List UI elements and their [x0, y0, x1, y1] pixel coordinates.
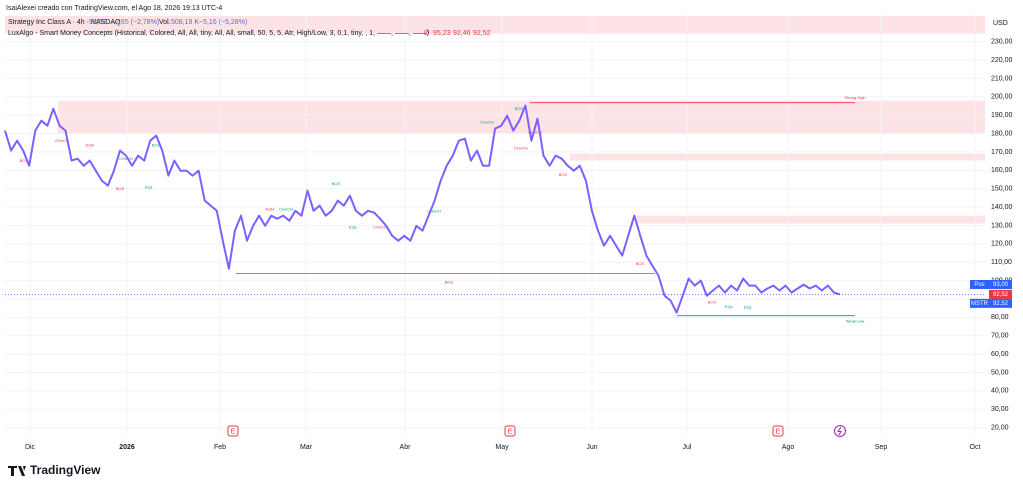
order-block: [5, 15, 985, 34]
x-tick-label: Mar: [300, 444, 313, 451]
indicator: LuxAlgo - Smart Money Concepts (Historic…: [8, 30, 429, 37]
symbol: Strategy Inc Class A · 4h · NASDAQ: [8, 19, 121, 26]
y-tick-label: 220,00: [991, 57, 1013, 64]
y-tick-label: 60,00: [991, 351, 1009, 358]
price-tag-value: 92,52: [993, 292, 1009, 298]
smc-label: BOS: [708, 300, 717, 305]
price-tag-value: 93,00: [993, 282, 1009, 288]
y-tick-label: 30,00: [991, 406, 1009, 413]
currency: USD: [993, 20, 1008, 27]
smc-label: CHoCH: [427, 209, 441, 214]
earnings-label: E: [776, 428, 781, 435]
y-tick-label: 130,00: [991, 222, 1013, 229]
price-tag-value: 92,52: [993, 301, 1009, 307]
smc-label: Strong High: [844, 95, 865, 100]
brand: TradingView: [30, 463, 101, 477]
y-tick-label: 50,00: [991, 369, 1009, 376]
x-tick-label: Abr: [400, 444, 412, 451]
smc-label: BOS: [515, 106, 524, 111]
x-tick-label: Dic: [25, 444, 36, 451]
y-tick-label: 200,00: [991, 94, 1013, 101]
earnings-icon[interactable]: [227, 425, 239, 437]
smc-label: CHoCH: [279, 207, 293, 212]
order-block: [570, 153, 985, 161]
y-tick-label: 120,00: [991, 241, 1013, 248]
y-tick-label: 170,00: [991, 149, 1013, 156]
events: E E E: [227, 425, 846, 437]
price-tag: [989, 279, 1012, 289]
smc-label: BOS: [116, 186, 125, 191]
y-tick-label: 20,00: [991, 424, 1009, 431]
y-tick-label: 70,00: [991, 333, 1009, 340]
y-tick-label: 110,00: [991, 259, 1012, 266]
earnings-icon[interactable]: [772, 425, 784, 437]
smc-label: EQH: [86, 143, 95, 148]
y-tick-label: 150,00: [991, 186, 1013, 193]
smc-label: CHoCH: [55, 138, 69, 143]
price-tag-name-box: [970, 298, 989, 308]
indicator-value: Ø: [424, 30, 430, 37]
y-tick-label: 40,00: [991, 388, 1009, 395]
y-tick-label: 140,00: [991, 204, 1013, 211]
smc-label: CHoCH: [119, 156, 133, 161]
smc-label: BOS: [332, 181, 341, 186]
x-tick-label: Jun: [586, 444, 597, 451]
x-tick-label: Jul: [683, 444, 692, 451]
y-tick-label: 210,00: [991, 75, 1013, 82]
plot-area: 230,00 220,00 210,00 200,00 190,00 180,00 170,…: [4, 15, 1013, 451]
y-tick-label: 180,00: [991, 130, 1013, 137]
x-tick-label: Oct: [970, 444, 981, 451]
price-line: [4, 104, 841, 314]
smc-label: EQL: [145, 185, 154, 190]
price-tag-name: Pos: [974, 282, 984, 288]
earnings-label: E: [508, 428, 513, 435]
smc-label: BOS: [445, 280, 454, 285]
indicator-value: 92,52: [473, 30, 491, 37]
y-tick-label: 160,00: [991, 167, 1013, 174]
header: IsaiAlexei creado con TradingView.com, e…: [6, 5, 1008, 37]
price-tag: [989, 298, 1012, 308]
smc-label: CHoCH: [514, 146, 528, 151]
price-tag: [989, 289, 1012, 299]
y-tick-label: 190,00: [991, 112, 1013, 119]
dividend-glyph: [837, 426, 842, 436]
indicator-value: 95,23: [433, 30, 451, 37]
last-price: 92,52: [89, 19, 107, 26]
indicator-value: 92,46: [453, 30, 471, 37]
smc-label: EQL: [744, 305, 753, 310]
smc-label: EQL: [349, 225, 358, 230]
y-tick-label: 80,00: [991, 314, 1009, 321]
logo-mark: [8, 466, 26, 476]
volume-label: Vol.: [159, 19, 171, 26]
smc-label: EQH: [266, 207, 275, 212]
x-tick-label: Ago: [782, 444, 795, 451]
smc-label: BOS: [20, 158, 29, 163]
footer: TradingView: [8, 463, 101, 477]
smc-label: Weak Low: [846, 319, 865, 324]
y-tick-label: 230,00: [991, 38, 1013, 45]
price-tag-name: MSTR: [971, 301, 989, 307]
earnings-icon[interactable]: [504, 425, 516, 437]
x-tick-label: Sep: [875, 444, 888, 451]
smc-label: BOS: [559, 172, 568, 177]
x-tick-label: May: [495, 444, 509, 451]
credit: IsaiAlexei creado con TradingView.com, e…: [6, 5, 222, 12]
smc-label: CHoCH: [480, 120, 494, 125]
volume: 508,19 K: [171, 19, 199, 26]
x-tick-label: 2026: [119, 444, 135, 451]
order-block: [637, 215, 985, 224]
earnings-label: E: [231, 428, 236, 435]
price-tag-name-box: [970, 279, 989, 289]
smc-label: BOS: [152, 143, 161, 148]
x-tick-label: Feb: [214, 444, 226, 451]
change: −2,65 (−2,78%): [111, 19, 159, 26]
smc-label: CHoCH: [528, 130, 542, 135]
volume-change: −5,16 (−5,28%): [199, 19, 247, 26]
smc-label: EQL: [725, 304, 734, 309]
smc-label: BOS: [636, 261, 645, 266]
smc-label: CHoCH: [373, 225, 387, 230]
